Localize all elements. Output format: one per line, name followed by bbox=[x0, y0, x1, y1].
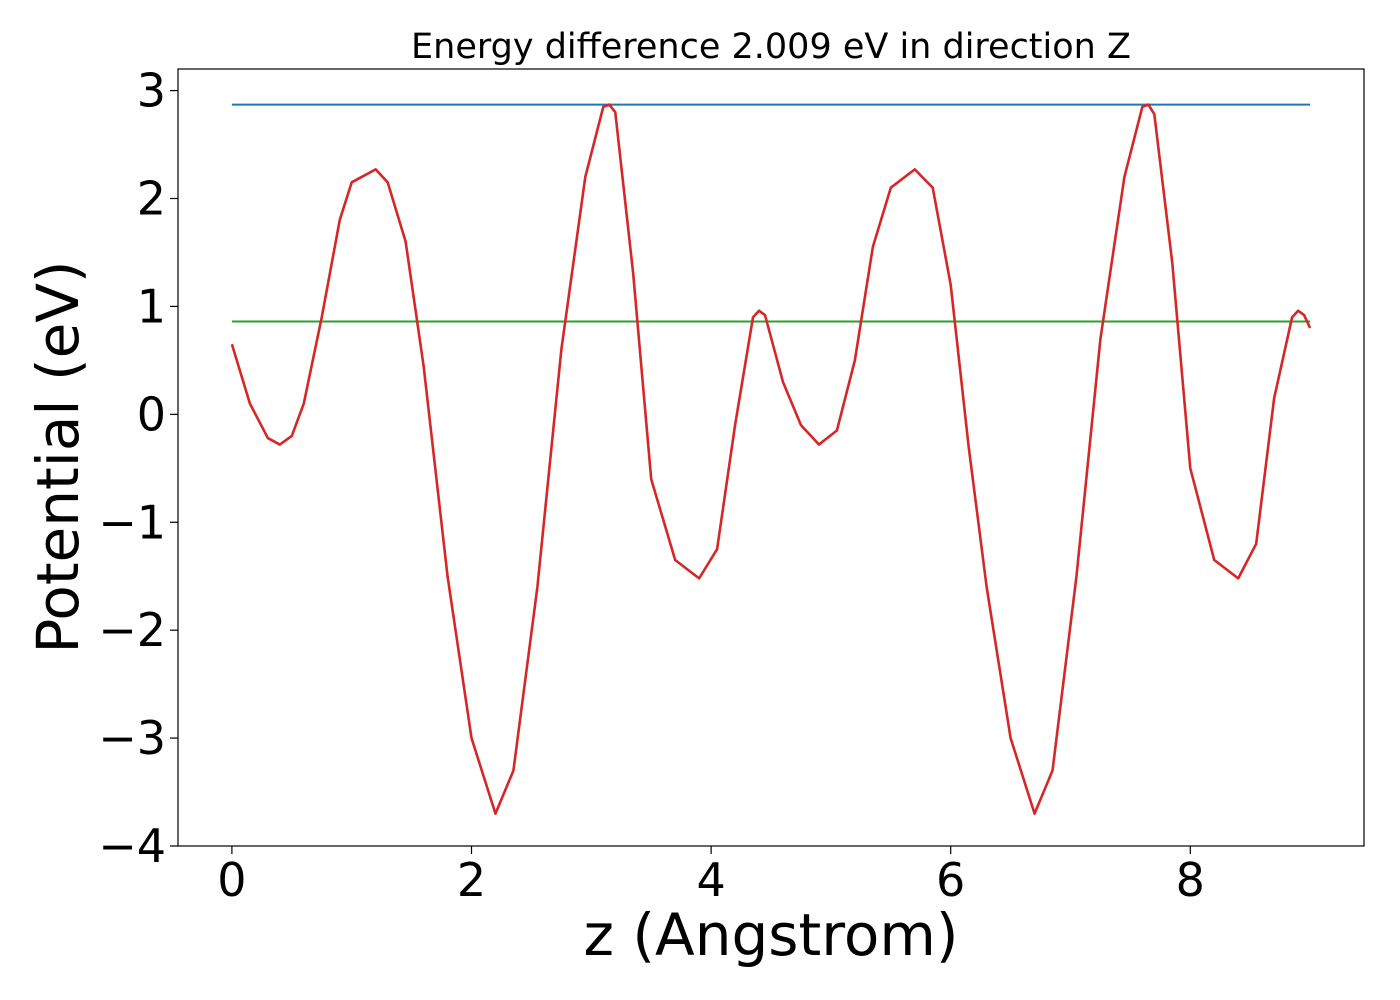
y-tick-label: 2 bbox=[137, 172, 166, 226]
x-tick-label: 0 bbox=[217, 853, 246, 907]
x-tick-label: 8 bbox=[1176, 853, 1205, 907]
y-tick-label: −4 bbox=[98, 819, 166, 873]
y-tick-label: −2 bbox=[98, 603, 166, 657]
y-tick-label: 0 bbox=[137, 387, 166, 441]
x-axis-label: z (Angstrom) bbox=[584, 901, 959, 969]
y-axis-label: Potential (eV) bbox=[24, 260, 92, 653]
x-tick-label: 4 bbox=[696, 853, 725, 907]
y-tick-label: 3 bbox=[137, 64, 166, 118]
x-tick-label: 2 bbox=[457, 853, 486, 907]
chart-title: Energy difference 2.009 eV in direction … bbox=[411, 27, 1131, 67]
plot-frame bbox=[177, 68, 1365, 847]
x-tick-label: 6 bbox=[936, 853, 965, 907]
potential-curve bbox=[230, 103, 1312, 815]
y-tick-label: 1 bbox=[137, 279, 166, 333]
y-tick-label: −3 bbox=[98, 711, 166, 765]
y-tick-label: −1 bbox=[98, 495, 166, 549]
